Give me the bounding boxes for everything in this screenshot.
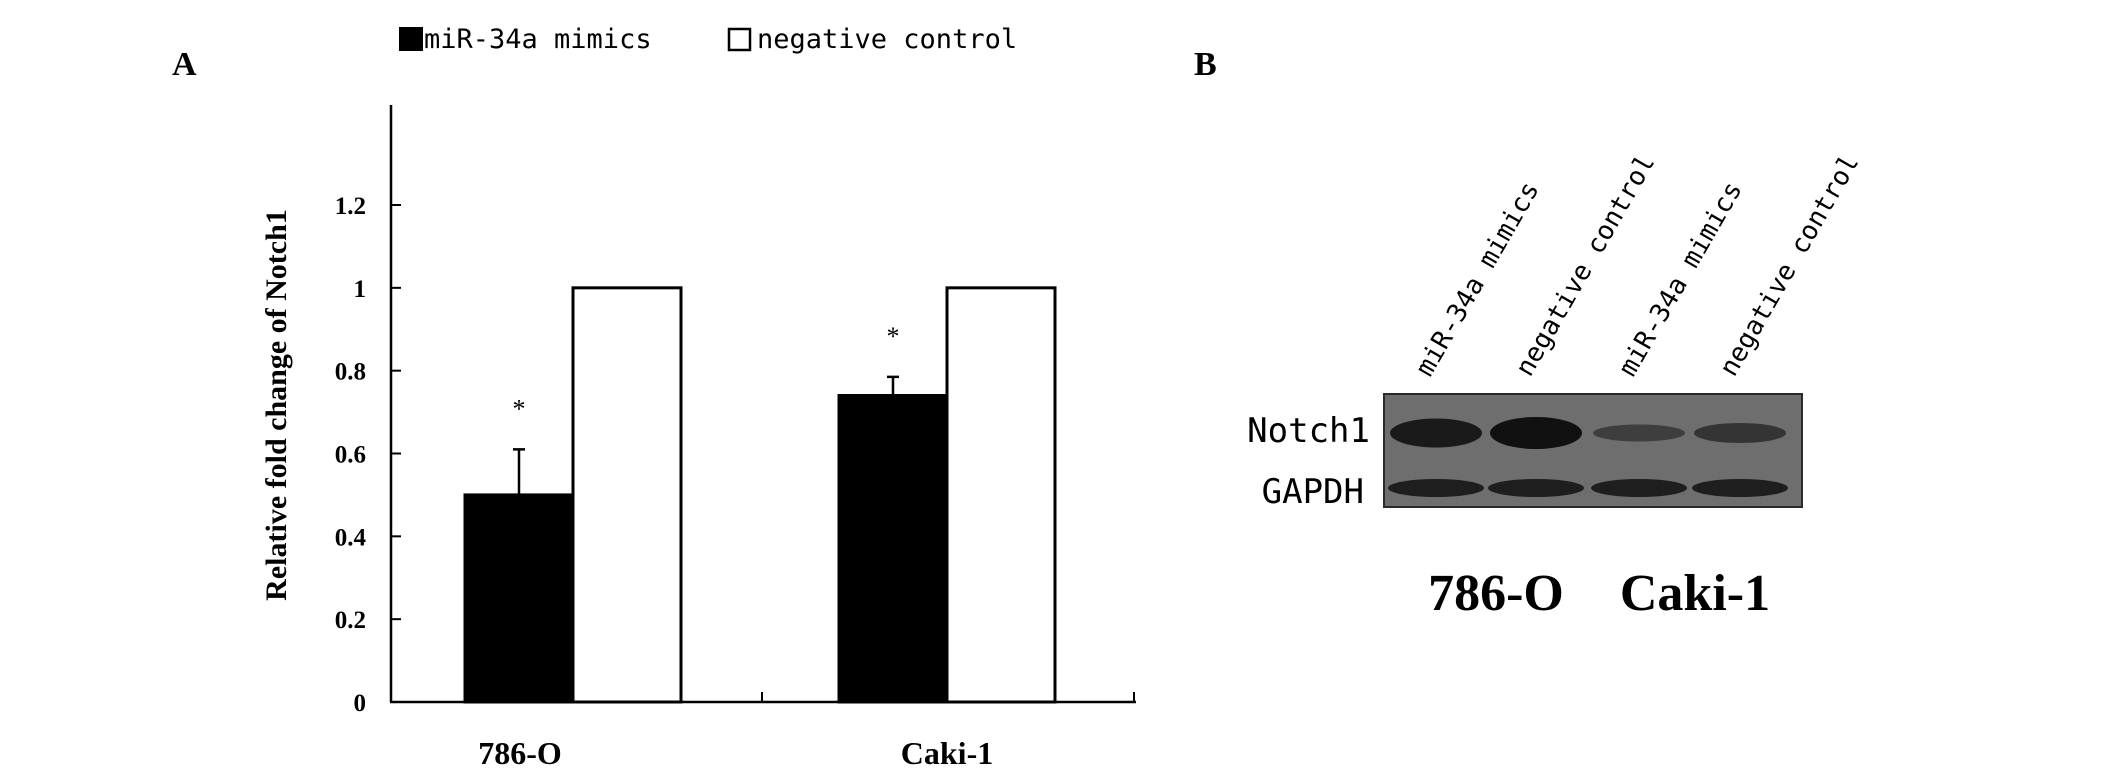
y-tick-label: 0.4 [335,524,367,551]
x-tick-label: Caki-1 [901,735,993,771]
y-tick-label: 1.2 [335,193,366,220]
bar-control [945,286,1057,704]
x-tick-label: 786-O [478,735,562,771]
legend: miR-34a mimics negative control [399,24,1017,55]
y-tick-label: 0.8 [335,359,366,386]
band-notch1 [1694,423,1786,443]
y-tick-label: 0 [354,690,367,717]
legend-swatch-control [727,27,752,52]
band-notch1 [1490,417,1582,449]
x-tick-labels: 786-O Caki-1 [478,735,993,771]
significance-marker: * [513,394,526,423]
cell-line-label-786-o: 786-O [1428,565,1564,622]
legend-label-control: negative control [757,24,1017,55]
row-label-gapdh: GAPDH [1262,472,1364,512]
band-notch1 [1390,418,1482,448]
band-notch1 [1593,424,1685,442]
legend-label-mimics: miR-34a mimics [424,24,652,55]
panel-b-label: B [1194,46,1217,83]
legend-swatch-mimics [399,27,423,51]
y-tick-label: 0.6 [335,442,366,469]
blot-bands [1388,417,1788,497]
band-gapdh [1388,479,1484,497]
bar-mimics [837,394,949,704]
cell-line-label-caki-1: Caki-1 [1620,565,1770,622]
panel-a: A miR-34a mimics negative control Relati… [172,24,1136,771]
y-axis-title: Relative fold change of Notch1 [260,209,293,601]
band-gapdh [1591,479,1687,497]
bar-mimics [463,493,575,704]
bars: ** [463,286,1057,704]
y-tick-label: 1 [354,276,367,303]
lane-label: negative control [1714,150,1865,382]
band-gapdh [1488,479,1584,497]
y-ticks: 0 0.2 0.4 0.6 0.8 1 1.2 [335,193,401,717]
panel-a-label: A [172,46,197,83]
bar-control [571,286,683,704]
y-tick-label: 0.2 [335,607,366,634]
band-gapdh [1692,479,1788,497]
significance-marker: * [887,322,900,351]
row-label-notch1: Notch1 [1247,411,1370,451]
